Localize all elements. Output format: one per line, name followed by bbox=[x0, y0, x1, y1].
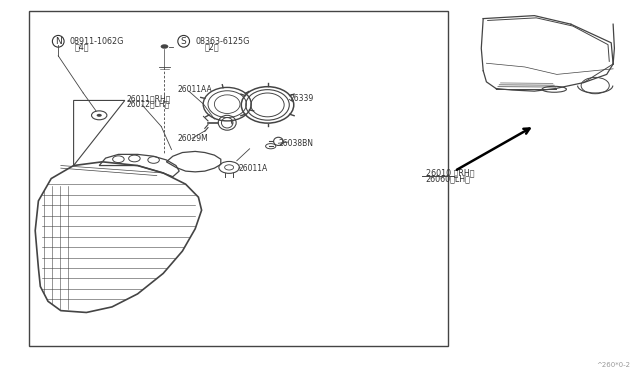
Text: S: S bbox=[181, 37, 186, 46]
Text: 26038BN: 26038BN bbox=[278, 139, 314, 148]
Text: 26011〈RH〉: 26011〈RH〉 bbox=[127, 94, 171, 103]
Text: 26011AA: 26011AA bbox=[178, 85, 212, 94]
Text: 〈2〉: 〈2〉 bbox=[205, 42, 220, 51]
Text: 26060〈LH〉: 26060〈LH〉 bbox=[426, 174, 470, 183]
Circle shape bbox=[97, 114, 102, 117]
Text: N: N bbox=[55, 37, 61, 46]
Text: 26029M: 26029M bbox=[178, 134, 209, 143]
Text: ^260*0-2: ^260*0-2 bbox=[596, 362, 630, 368]
Text: 08363-6125G: 08363-6125G bbox=[195, 37, 250, 46]
Text: 26010 〈RH〉: 26010 〈RH〉 bbox=[426, 169, 474, 177]
Text: 26011A: 26011A bbox=[239, 164, 268, 173]
Bar bbox=[29, 11, 448, 346]
Text: 26012〈LH〉: 26012〈LH〉 bbox=[127, 100, 170, 109]
Text: 〈4〉: 〈4〉 bbox=[74, 43, 89, 52]
Text: 26339: 26339 bbox=[289, 94, 314, 103]
Text: 08911-1062G: 08911-1062G bbox=[70, 37, 124, 46]
Circle shape bbox=[161, 44, 168, 49]
